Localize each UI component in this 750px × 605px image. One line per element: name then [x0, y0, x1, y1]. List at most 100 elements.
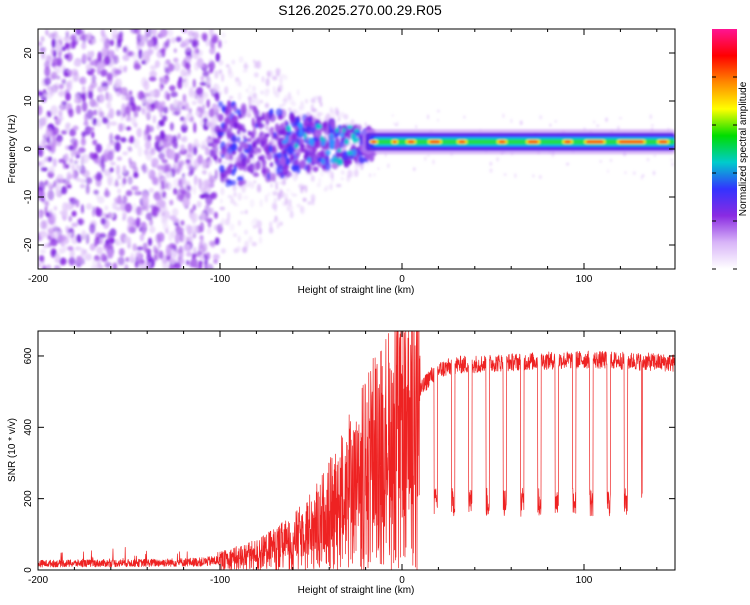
spectrogram-cell [39, 249, 47, 254]
carrier-peak [585, 140, 604, 144]
spectrogram-cell [212, 253, 220, 260]
spectrogram-cell [109, 167, 114, 173]
spectrogram-cell [503, 173, 507, 176]
spectrogram-cell [292, 173, 298, 182]
spectrogram-cell [191, 253, 197, 260]
spectrogram-cell [97, 196, 105, 204]
spectrogram-cell [147, 170, 152, 176]
spectrogram-cell [217, 131, 225, 137]
spectrogram-cell [185, 158, 191, 164]
carrier-peak [407, 140, 415, 144]
spectrogram-cell [225, 64, 230, 68]
spectrogram-cell [209, 29, 214, 38]
spectrogram-cell [180, 258, 185, 265]
spectrogram-cell [63, 72, 70, 77]
spectrogram-cell [632, 171, 636, 175]
spectrogram-cell [38, 105, 43, 116]
spectrogram-cell [184, 46, 192, 52]
spectrogram-cell [266, 152, 273, 161]
spectrogram-cell [71, 222, 79, 228]
spectrogram-cell [358, 156, 366, 164]
spectrogram-cell [167, 63, 175, 72]
spectrogram-cell [314, 129, 322, 139]
spectrogram-cell [134, 256, 139, 268]
snr-x-tick-label: -200 [28, 575, 48, 586]
spectrogram-cell [277, 87, 281, 92]
spectrogram-cell [554, 119, 557, 123]
spectrogram-cell [275, 68, 281, 75]
spectrogram-cell [350, 132, 356, 138]
snr-x-axis-label: Height of straight line (km) [298, 585, 415, 596]
spectrogram-cell [52, 158, 57, 168]
carrier-peak [458, 140, 466, 144]
spectrogram-cell [249, 104, 257, 110]
spectrogram-cell [88, 126, 95, 132]
spectrogram-cell [287, 144, 295, 155]
spectrogram-cell [255, 137, 260, 145]
spectrogram-cell [391, 114, 394, 117]
spectrogram-cell [168, 264, 175, 269]
spectrogram-cell [85, 183, 90, 195]
spectrogram-cell [147, 237, 153, 247]
spectrogram-cell [335, 127, 340, 133]
spectrogram-cell [265, 168, 271, 174]
spectrogram-cell [113, 54, 119, 65]
spectrogram-cell [166, 37, 171, 45]
spectrogram-cell [184, 62, 191, 70]
spectrogram-cell [108, 237, 116, 244]
spectrogram-cell [285, 157, 291, 166]
spectrogram-cell [641, 174, 645, 177]
spectrogram-cell [47, 181, 53, 188]
spectrogram-cell [97, 60, 102, 72]
spectrogram-cell [62, 244, 68, 252]
spectrogram-cell [130, 252, 135, 261]
spectrogram-cell [69, 197, 78, 205]
spectrogram-cell [133, 138, 140, 149]
spectrogram-cell [172, 142, 179, 149]
spectrogram-cell [89, 60, 96, 66]
spectrogram-cell [109, 132, 114, 144]
spectrogram-cell [350, 119, 355, 126]
spectrogram-cell [89, 68, 96, 73]
spectrogram-cell [240, 210, 245, 215]
spectrogram-cell [159, 80, 164, 92]
spectrogram-cell [175, 248, 183, 254]
spectrogram-cell [300, 100, 304, 106]
spectrogram-cell [198, 49, 203, 57]
spectrogram-cell [81, 131, 87, 138]
spectrogram-cell [116, 174, 122, 180]
spectrogram-cell [170, 167, 176, 178]
spectrogram-cell [97, 256, 101, 267]
spectrogram-cell [306, 156, 312, 164]
spectrogram-cell [272, 75, 278, 81]
spectrogram-cell [137, 146, 143, 158]
spectrogram-cell [195, 110, 200, 116]
spectrogram-cell [96, 246, 103, 255]
spectrogram-cell [245, 184, 251, 188]
spectrogram-cell [154, 60, 161, 68]
spectrogram-cell [158, 152, 166, 160]
spectrogram-x-tick-label: 0 [399, 274, 405, 285]
spectrogram-cell [55, 253, 61, 264]
spectrogram-cell [277, 192, 281, 201]
spectrogram-cell [201, 169, 207, 175]
spectrogram-cell [180, 220, 185, 226]
snr-y-axis-label: SNR (10 * v/v) [7, 418, 18, 482]
spectrogram-cell [340, 177, 344, 181]
spectrogram-cell [251, 241, 257, 247]
spectrogram-cell [48, 166, 56, 174]
carrier-peak [429, 140, 441, 144]
spectrogram-cell [653, 154, 657, 157]
spectrogram-cell [294, 164, 301, 170]
spectrogram-cell [38, 123, 43, 130]
spectrogram-cell [250, 219, 254, 226]
spectrogram-cell [463, 115, 466, 119]
spectrogram-cell [436, 110, 440, 113]
spectrogram-cell [396, 121, 399, 127]
spectrogram-cell [145, 29, 153, 38]
spectrogram-cell [151, 176, 159, 185]
spectrogram-cell [75, 104, 82, 115]
spectrogram-cell [75, 164, 81, 171]
spectrogram-cell [205, 263, 212, 269]
